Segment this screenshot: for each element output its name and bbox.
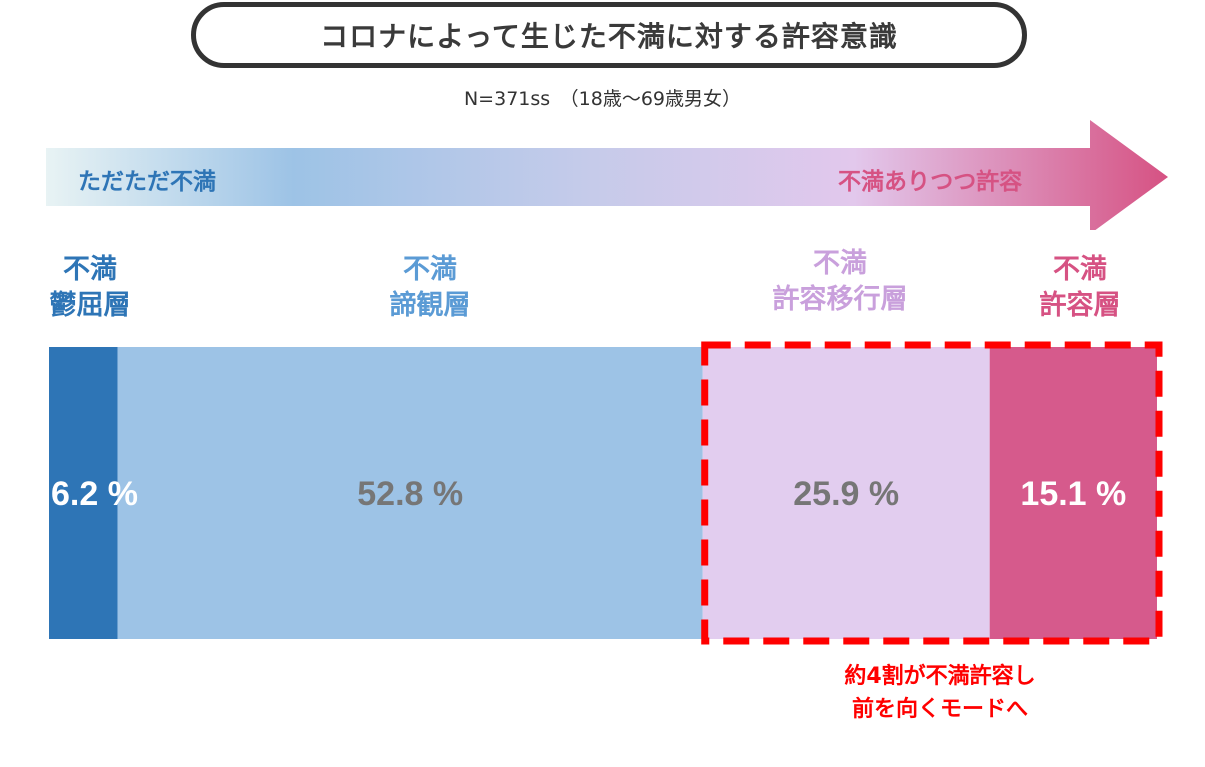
data-label-utsukutsu: 6.2 % xyxy=(51,475,138,513)
bar-segment-kyoyo xyxy=(989,347,1157,639)
arrow-left-label: ただただ不満 xyxy=(78,169,216,195)
highlight-dashed-box xyxy=(701,341,1163,645)
bar-segment-teikan xyxy=(117,347,703,639)
data-label-teikan: 52.8 % xyxy=(357,475,463,513)
chart-title: コロナによって生じた不満に対する許容意識 xyxy=(320,20,898,53)
segment-label-kyoyo: 不満 許容層 xyxy=(1039,254,1121,321)
arrow-right-label: 不満ありつつ許容 xyxy=(838,169,1023,195)
bar-segment-utsukutsu xyxy=(49,347,118,639)
gradient-arrow xyxy=(46,120,1168,230)
bar-segment-kyoyo-ikou xyxy=(702,347,990,639)
segment-label-kyoyo-ikou: 不満 許容移行層 xyxy=(772,248,908,315)
segment-label-teikan: 不満 諦観層 xyxy=(389,254,471,321)
arrow-shape xyxy=(46,120,1168,230)
chart-title-box: コロナによって生じた不満に対する許容意識 xyxy=(191,2,1027,68)
callout-text: 約4割が不満許容し 前を向くモードへ xyxy=(844,664,1036,722)
segment-label-utsukutsu: 不満 鬱屈層 xyxy=(49,254,131,321)
sample-size-note: N=371ss （18歳～69歳男女） xyxy=(463,88,742,110)
data-label-kyoyo-ikou: 25.9 % xyxy=(793,475,899,513)
data-label-kyoyo: 15.1 % xyxy=(1020,475,1126,513)
